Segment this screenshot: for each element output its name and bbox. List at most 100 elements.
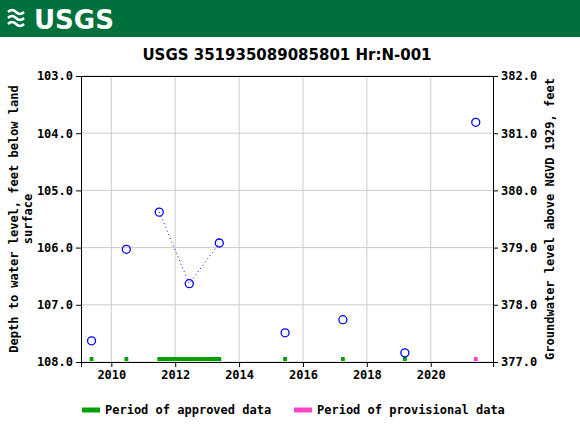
grid-line-y — [81, 304, 493, 305]
grid-line-x — [430, 76, 431, 362]
tick-mark — [493, 133, 498, 134]
plot-area — [88, 118, 480, 361]
tick-mark — [76, 76, 81, 77]
y-axis-title: Depth to water level, feet below landsur… — [7, 85, 35, 352]
tick-mark — [76, 190, 81, 191]
tick: 381.0 — [493, 127, 537, 141]
data-point — [472, 118, 480, 126]
grid-line-x — [175, 76, 176, 362]
tick: 2016 — [289, 362, 318, 382]
period-bar — [403, 357, 407, 361]
y2-axis-title: Groundwater level above NGVD 1929, feet — [543, 78, 557, 360]
tick: 107.0 — [37, 298, 81, 312]
data-point — [155, 208, 163, 216]
data-point — [339, 316, 347, 324]
tick-label: 380.0 — [501, 184, 537, 198]
title: USGS 351935089085801 Hr:N-001 — [142, 46, 431, 64]
tick: 106.0 — [37, 241, 81, 255]
grid-line-x — [111, 76, 112, 362]
tick-label: 378.0 — [501, 298, 537, 312]
data-point — [88, 337, 96, 345]
axis-line — [76, 77, 82, 363]
tick: 2012 — [161, 362, 190, 382]
tick-mark — [493, 76, 498, 77]
tick: 382.0 — [493, 69, 537, 83]
tick: 103.0 — [37, 69, 81, 83]
tick: 378.0 — [493, 298, 537, 312]
tick-label: 2016 — [289, 368, 318, 382]
period-bar — [341, 357, 345, 361]
tick-label: 2010 — [97, 368, 126, 382]
tick-mark — [493, 190, 498, 191]
data-point — [401, 349, 409, 357]
tick: 377.0 — [493, 355, 537, 369]
tick: 2018 — [353, 362, 382, 382]
tick-label: 106.0 — [37, 241, 73, 255]
tick-label: 377.0 — [501, 355, 537, 369]
tick-label: 107.0 — [37, 298, 73, 312]
tick-label: 382.0 — [501, 69, 537, 83]
legend-label: Period of approved data — [105, 403, 271, 417]
logo-wave — [8, 22, 24, 26]
tick-mark — [111, 362, 112, 367]
period-bar — [157, 357, 221, 361]
axis-line — [82, 363, 494, 368]
tick: 2014 — [225, 362, 254, 382]
period-bar — [90, 357, 94, 361]
legend-label: Period of provisional data — [317, 403, 505, 417]
tick-mark — [76, 305, 81, 306]
axis-line — [494, 77, 499, 363]
period-bar — [474, 357, 478, 361]
data-point — [122, 245, 130, 253]
legend: Period of approved data Period of provisi… — [82, 403, 505, 417]
logo-text: USGS — [34, 5, 114, 35]
tick-mark — [493, 362, 498, 363]
tick-mark — [76, 362, 81, 363]
data-point — [281, 329, 289, 337]
tick-label: 2012 — [161, 368, 190, 382]
tick-label: 2020 — [417, 368, 446, 382]
tick-label: 381.0 — [501, 127, 537, 141]
tick: 104.0 — [37, 127, 81, 141]
data-point — [215, 239, 223, 247]
grid-line-x — [302, 76, 303, 362]
grid-line-x — [239, 76, 240, 362]
grid-line-y — [81, 133, 493, 134]
tick-mark — [367, 362, 368, 367]
tick: 108.0 — [37, 355, 81, 369]
period-bar — [283, 357, 287, 361]
data-point — [185, 280, 193, 288]
tick-mark — [239, 362, 240, 367]
tick-label: 108.0 — [37, 355, 73, 369]
grid-line-y — [81, 247, 493, 248]
tick: 379.0 — [493, 241, 537, 255]
chart: USGSUSGS 351935089085801 Hr:N-0012010201… — [0, 0, 580, 430]
tick-mark — [493, 248, 498, 249]
legend-swatch — [82, 408, 100, 413]
tick-mark — [431, 362, 432, 367]
x-axis: 2010 2012 2014 2016 2018 2020 — [82, 362, 494, 382]
frame-top — [81, 76, 493, 77]
tick-mark — [493, 305, 498, 306]
series-line — [92, 122, 476, 353]
tick: 2020 — [417, 362, 446, 382]
logo-wave — [8, 16, 24, 20]
grid-line-y — [81, 190, 493, 191]
y2-axis: 377.0 378.0 379.0 380.0 381.0 382.0 — [493, 69, 537, 369]
grid-line-x — [366, 76, 367, 362]
y-axis: 103.0 104.0 105.0 106.0 107.0 108.0 — [37, 69, 82, 369]
tick-mark — [175, 362, 176, 367]
tick-label: 2018 — [353, 368, 382, 382]
tick-label: 103.0 — [37, 69, 73, 83]
tick-mark — [76, 133, 81, 134]
logo-wave — [8, 10, 24, 14]
grid-line-y — [81, 76, 493, 77]
tick-label: 105.0 — [37, 184, 73, 198]
period-bar — [124, 357, 128, 361]
logo: USGS — [8, 5, 114, 35]
legend-swatch — [294, 408, 312, 413]
tick: 105.0 — [37, 184, 81, 198]
tick-label: 2014 — [225, 368, 254, 382]
grid — [81, 76, 493, 362]
tick-label: 104.0 — [37, 127, 73, 141]
